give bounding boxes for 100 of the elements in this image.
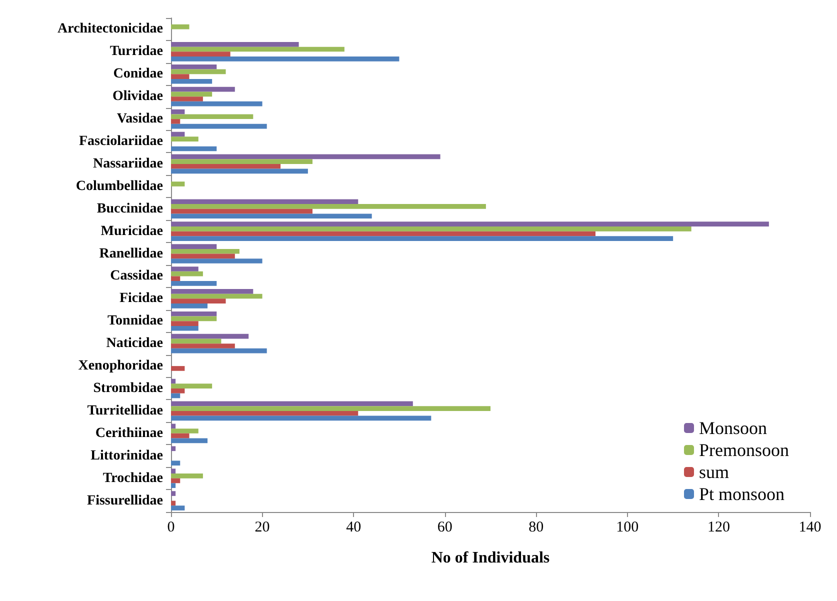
bar	[171, 401, 413, 406]
bar	[171, 506, 185, 510]
bar	[171, 316, 217, 322]
x-tick-label: 0	[167, 520, 175, 536]
bar	[171, 109, 185, 114]
x-axis-title: No of Individuals	[431, 550, 550, 566]
y-tick-label: Turritellidae	[87, 403, 163, 418]
bar	[171, 473, 203, 478]
x-tick-label: 140	[798, 520, 822, 536]
y-tick-label: Turridae	[110, 44, 163, 60]
bar	[171, 236, 674, 241]
bar	[171, 24, 190, 30]
bar	[171, 96, 203, 102]
bar	[171, 393, 180, 398]
bar	[171, 334, 249, 339]
y-tick-label: Cerithiinae	[95, 426, 163, 441]
bar	[171, 433, 190, 438]
bar	[171, 231, 596, 236]
bar	[171, 378, 176, 384]
bar	[171, 276, 180, 282]
y-tick-label: Muricidae	[100, 224, 163, 239]
bar	[171, 468, 176, 474]
y-tick-label: Naticidae	[106, 336, 163, 352]
bar	[171, 204, 486, 209]
bar	[171, 438, 208, 444]
bar	[171, 294, 262, 299]
bar	[171, 271, 203, 276]
bar	[171, 199, 358, 204]
bar	[171, 182, 185, 186]
y-tick-label: Conidae	[113, 66, 163, 82]
y-tick-label: Architectonicidae	[58, 22, 163, 37]
y-tick-label: Columbellidae	[76, 178, 163, 194]
bar	[171, 388, 185, 394]
y-tick-label: Littorinidae	[90, 448, 163, 464]
bar	[171, 164, 281, 169]
bar	[171, 321, 198, 326]
y-tick-label: Xenophoridae	[78, 358, 163, 374]
bar	[171, 410, 358, 416]
y-tick-label: Fasciolariidae	[79, 134, 163, 149]
bar	[171, 132, 185, 137]
bar	[171, 124, 267, 129]
bar	[171, 114, 254, 120]
legend-label: Monsoon	[699, 418, 768, 438]
bar	[171, 46, 344, 52]
bar	[171, 101, 262, 106]
legend-label: Pt monsoon	[699, 484, 785, 504]
bar	[171, 69, 226, 74]
bar	[171, 311, 217, 316]
y-tick-label: Strombidae	[93, 381, 163, 396]
bar	[171, 86, 235, 92]
bar	[171, 159, 312, 164]
bar	[171, 428, 198, 434]
bar	[171, 74, 190, 79]
bar	[171, 56, 400, 62]
bar	[171, 491, 176, 496]
bar	[171, 266, 198, 272]
bar	[171, 168, 308, 174]
y-tick-label: Trochidae	[102, 470, 163, 486]
y-tick-label: Tonnidae	[107, 314, 163, 329]
bar	[171, 478, 180, 484]
y-tick-label: Olividae	[112, 89, 163, 104]
y-tick-label: Ficidae	[119, 291, 163, 306]
bar	[171, 119, 180, 124]
bar	[171, 366, 185, 371]
y-tick-label: Buccinidae	[96, 201, 163, 216]
bar	[171, 258, 262, 264]
bar	[171, 289, 254, 294]
y-tick-label: Nassariidae	[93, 156, 163, 172]
x-tick-label: 20	[254, 520, 270, 536]
bar	[171, 446, 176, 452]
y-tick-label: Vasidae	[116, 112, 163, 127]
x-tick-label: 120	[707, 520, 730, 536]
bar	[171, 281, 217, 286]
x-tick-label: 80	[528, 520, 544, 536]
bar	[171, 136, 198, 142]
bar	[171, 42, 299, 47]
bar	[171, 304, 208, 308]
x-tick-label: 60	[437, 520, 452, 536]
bar	[171, 222, 769, 226]
bar	[171, 500, 176, 506]
bar	[171, 460, 180, 466]
bar	[171, 92, 212, 97]
bar	[171, 416, 432, 421]
bar	[171, 208, 312, 214]
bar	[171, 52, 230, 57]
bar	[171, 154, 440, 160]
y-tick-label: Fissurellidae	[87, 493, 163, 508]
bar	[171, 214, 372, 219]
bar	[171, 254, 235, 259]
bar	[171, 406, 490, 411]
legend-label: sum	[699, 462, 730, 482]
bar	[171, 384, 212, 388]
bar	[171, 344, 235, 348]
bar	[171, 483, 176, 488]
bar	[171, 244, 217, 249]
bar	[171, 326, 198, 331]
bar	[171, 248, 240, 254]
y-tick-label: Ranellidae	[99, 246, 163, 262]
bar	[171, 226, 692, 232]
bar	[171, 78, 212, 84]
